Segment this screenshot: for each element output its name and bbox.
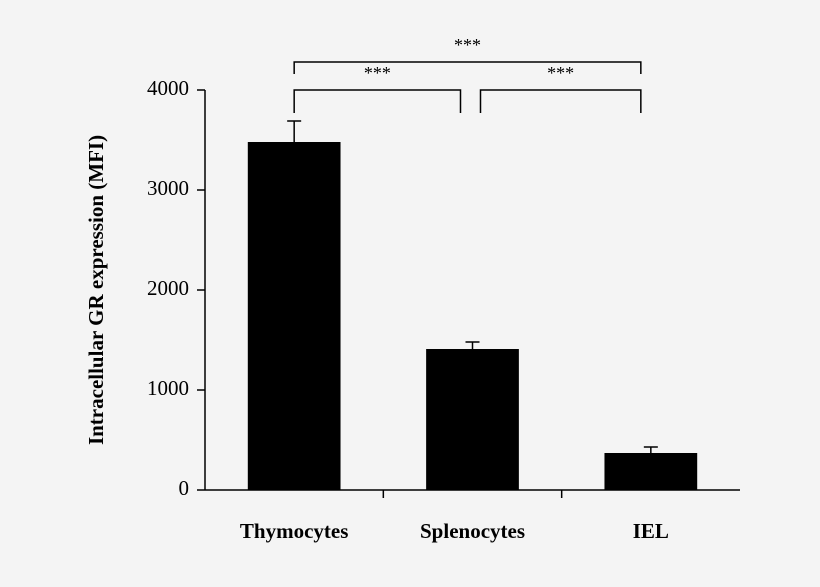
significance-bracket (479, 89, 642, 113)
error-bar (643, 446, 658, 453)
significance-bracket (293, 61, 642, 74)
bar (604, 453, 698, 490)
y-tick-label: 2000 (147, 276, 189, 300)
bar (247, 142, 341, 490)
x-tick-label: Thymocytes (240, 519, 349, 543)
y-tick-label: 3000 (147, 176, 189, 200)
y-axis-label: Intracellular GR expression (MFI) (84, 135, 108, 445)
bar (426, 349, 519, 490)
significance-bracket (293, 89, 462, 113)
x-tick-label: Splenocytes (420, 519, 525, 543)
y-tick-label: 1000 (147, 376, 189, 400)
y-tick-label: 4000 (147, 76, 189, 100)
significance-label: *** (547, 63, 574, 83)
y-tick-label: 0 (179, 476, 190, 500)
significance-label: *** (454, 35, 481, 55)
x-tick-label: IEL (633, 519, 669, 543)
error-bar (287, 120, 302, 142)
significance-label: *** (364, 63, 391, 83)
error-bar (465, 341, 480, 349)
